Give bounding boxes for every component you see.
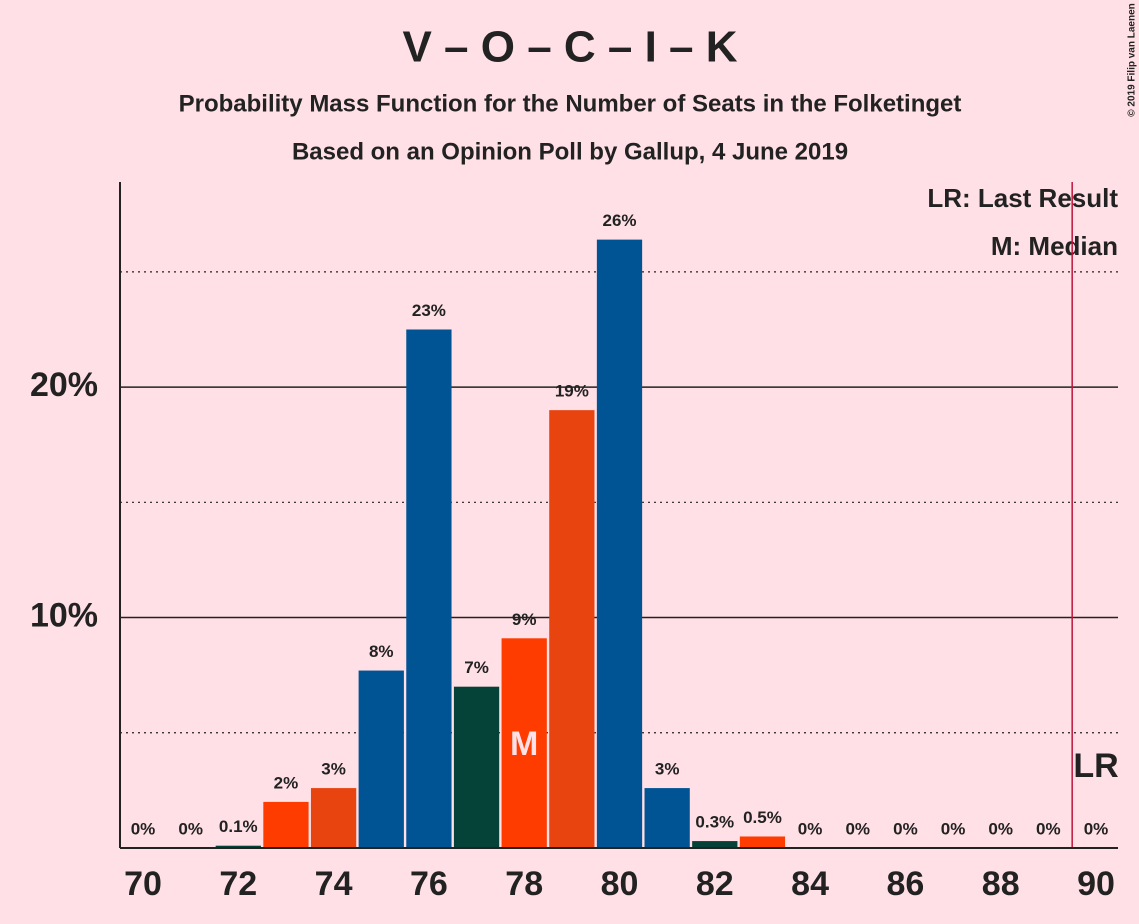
value-label: 3%: [321, 760, 346, 779]
bar: [215, 845, 261, 848]
x-tick-label: 90: [1077, 865, 1115, 903]
median-marker: M: [510, 725, 538, 763]
value-label: 26%: [602, 211, 636, 230]
x-tick-label: 86: [886, 865, 924, 903]
bar: [263, 801, 309, 848]
bar: [739, 836, 786, 848]
bar: [358, 670, 404, 848]
value-label: 23%: [412, 301, 446, 320]
x-tick-label: 78: [505, 865, 543, 903]
value-label: 7%: [464, 658, 489, 677]
bar: [406, 329, 452, 848]
value-label: 8%: [369, 642, 394, 661]
value-label: 0%: [893, 819, 918, 838]
value-label: 0.1%: [219, 817, 258, 836]
bar: [310, 788, 357, 848]
bar: [596, 239, 643, 849]
value-label: 0%: [131, 819, 156, 838]
x-tick-label: 70: [124, 865, 162, 903]
value-label: 0%: [798, 819, 823, 838]
value-label: 3%: [655, 760, 680, 779]
value-label: 9%: [512, 610, 537, 629]
value-label: 0%: [941, 819, 966, 838]
value-label: 0%: [1084, 819, 1109, 838]
value-label: 0%: [178, 819, 203, 838]
value-label: 0%: [845, 819, 870, 838]
value-label: 0.5%: [743, 808, 782, 827]
y-tick-label: 10%: [30, 597, 98, 635]
x-tick-label: 76: [410, 865, 448, 903]
y-tick-label: 20%: [30, 366, 98, 404]
value-label: 0.3%: [695, 813, 734, 832]
bar: [501, 638, 547, 848]
chart-subtitle: Probability Mass Function for the Number…: [179, 90, 962, 117]
bar: [549, 410, 595, 848]
x-tick-label: 80: [601, 865, 639, 903]
bar: [644, 788, 690, 848]
chart-title: V – O – C – I – K: [402, 23, 737, 72]
bar: [453, 686, 500, 848]
value-label: 2%: [274, 773, 299, 792]
value-label: 19%: [555, 382, 589, 401]
chart-subtitle: Based on an Opinion Poll by Gallup, 4 Ju…: [292, 138, 848, 165]
value-label: 0%: [1036, 819, 1061, 838]
x-tick-label: 72: [219, 865, 257, 903]
bar: [692, 841, 738, 848]
x-tick-label: 88: [982, 865, 1020, 903]
x-tick-label: 84: [791, 865, 829, 903]
value-label: 0%: [988, 819, 1013, 838]
copyright: © 2019 Filip van Laenen: [1127, 3, 1138, 117]
x-tick-label: 74: [315, 865, 353, 903]
last-result-marker: LR: [1073, 747, 1118, 785]
legend-entry: M: Median: [991, 231, 1118, 261]
x-tick-label: 82: [696, 865, 734, 903]
legend-entry: LR: Last Result: [927, 183, 1118, 213]
